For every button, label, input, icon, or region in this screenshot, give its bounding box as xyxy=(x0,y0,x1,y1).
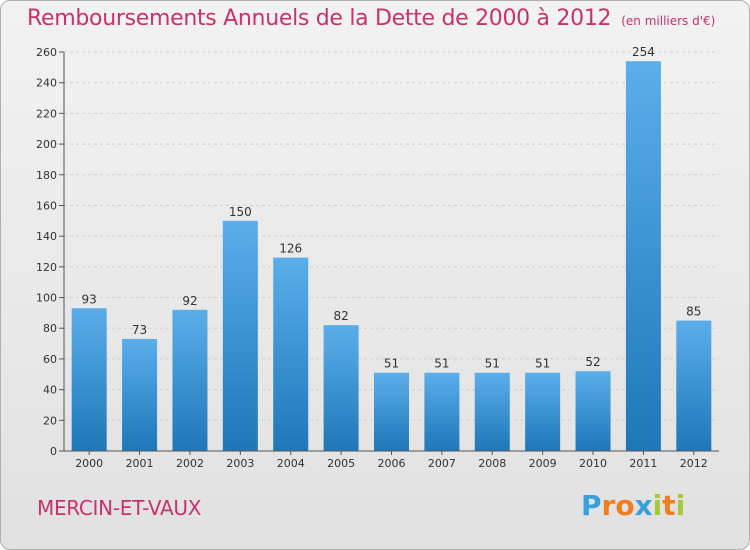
x-tick-label: 2005 xyxy=(327,457,355,470)
y-tick-label: 20 xyxy=(43,414,57,427)
x-tick-label: 2004 xyxy=(277,457,305,470)
bar xyxy=(374,372,409,451)
x-tick-label: 2000 xyxy=(75,457,103,470)
x-tick-label: 2012 xyxy=(680,457,708,470)
x-tick-label: 2010 xyxy=(579,457,607,470)
y-tick-label: 0 xyxy=(50,445,57,458)
bar xyxy=(273,257,309,451)
x-tick-label: 2009 xyxy=(529,457,557,470)
bar xyxy=(474,372,510,451)
bar-value-label: 51 xyxy=(535,357,550,371)
y-tick-label: 260 xyxy=(36,46,57,59)
y-tick-label: 240 xyxy=(36,77,57,90)
proxiti-logo[interactable]: Proxiti xyxy=(581,489,685,522)
bar-value-label: 52 xyxy=(585,355,600,369)
y-tick-label: 80 xyxy=(43,322,57,335)
y-tick-label: 160 xyxy=(36,199,57,212)
bar xyxy=(172,309,208,451)
bar-value-label: 51 xyxy=(434,357,449,371)
bars: 93 73 92 150 126 82 51 51 51 51 52 254 85 xyxy=(71,45,712,451)
logo-letter: o xyxy=(615,489,635,522)
x-tick-label: 2007 xyxy=(428,457,456,470)
bar xyxy=(71,308,107,451)
y-tick-label: 60 xyxy=(43,353,57,366)
x-tick-label: 2001 xyxy=(126,457,154,470)
bar-value-label: 92 xyxy=(182,294,197,308)
bar-value-label: 126 xyxy=(279,242,302,256)
bar xyxy=(575,371,611,451)
chart-subtitle: (en milliers d'€) xyxy=(621,14,716,28)
x-tick-label: 2006 xyxy=(378,457,406,470)
logo-letter: r xyxy=(601,489,616,522)
y-tick-label: 220 xyxy=(36,107,57,120)
bar-value-label: 51 xyxy=(485,357,500,371)
bar xyxy=(222,220,258,451)
bar-value-label: 73 xyxy=(132,323,147,337)
axes: 0 20 40 60 80 100 120 140 160 180 200 220 240 260 2000… xyxy=(36,46,719,470)
bar xyxy=(625,61,661,451)
bar-value-label: 51 xyxy=(384,357,399,371)
y-tick-label: 100 xyxy=(36,292,57,305)
bar-value-label: 82 xyxy=(333,309,348,323)
logo-letter: P xyxy=(581,489,602,522)
chart-title: Remboursements Annuels de la Dette de 20… xyxy=(27,6,715,31)
bar-value-label: 254 xyxy=(632,45,655,59)
bar xyxy=(122,338,158,451)
logo-letter: i xyxy=(675,489,686,522)
logo-letter: x xyxy=(634,489,653,522)
bar-value-label: 85 xyxy=(686,305,701,319)
city-name: MERCIN-ET-VAUX xyxy=(37,496,202,520)
bar-value-label: 150 xyxy=(229,205,252,219)
bar xyxy=(323,325,359,451)
y-tick-label: 40 xyxy=(43,384,57,397)
bar xyxy=(676,320,712,451)
x-tick-label: 2002 xyxy=(176,457,204,470)
x-tick-label: 2003 xyxy=(226,457,254,470)
y-tick-label: 180 xyxy=(36,169,57,182)
x-tick-label: 2011 xyxy=(629,457,657,470)
y-tick-label: 120 xyxy=(36,261,57,274)
bar xyxy=(424,372,460,451)
bar-value-label: 93 xyxy=(82,292,97,306)
y-tick-label: 200 xyxy=(36,138,57,151)
x-tick-label: 2008 xyxy=(478,457,506,470)
logo-letter: t xyxy=(662,489,676,522)
logo-letter: i xyxy=(652,489,663,522)
bar xyxy=(525,372,561,451)
chart-title-text: Remboursements Annuels de la Dette de 20… xyxy=(27,6,612,31)
y-tick-label: 140 xyxy=(36,230,57,243)
